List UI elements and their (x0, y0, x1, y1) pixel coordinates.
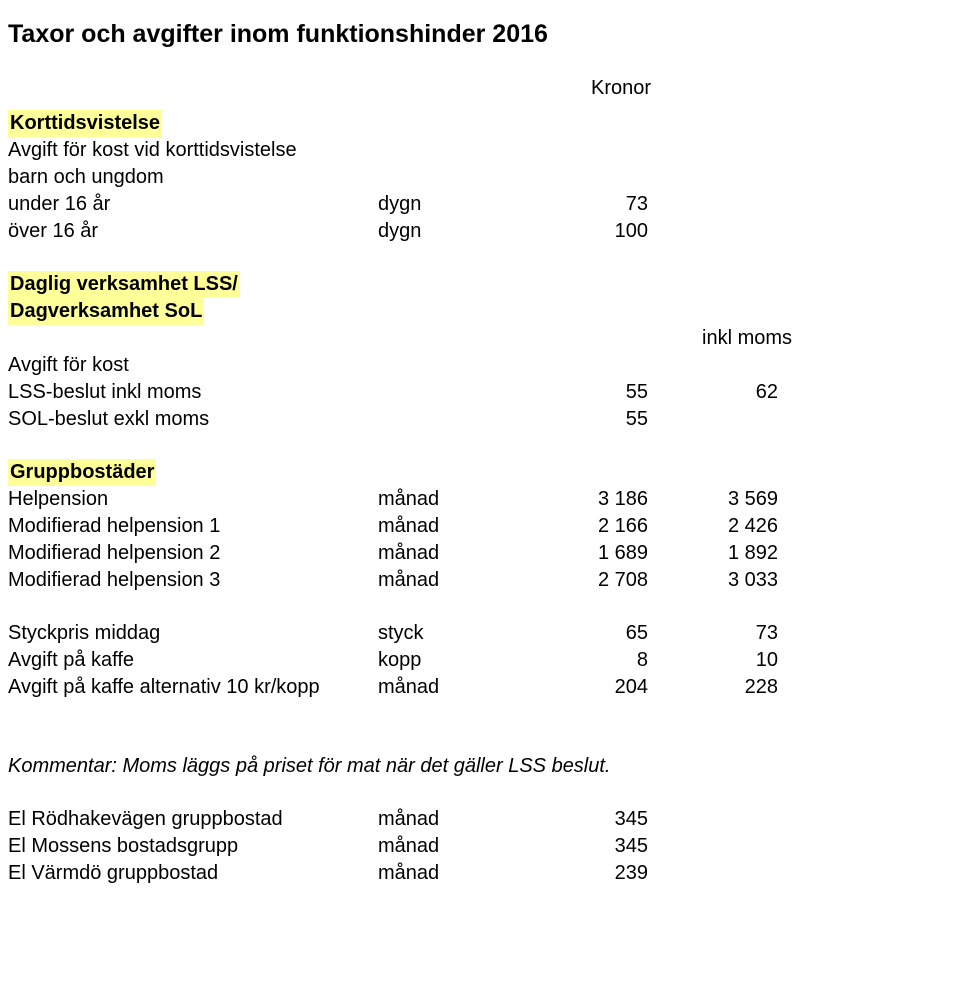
kommentar-text: Kommentar: Moms läggs på priset för mat … (8, 753, 611, 780)
cell-value: 2 166 (518, 513, 648, 540)
cell-value: 55 (518, 406, 648, 433)
cell-label: LSS-beslut inkl moms (8, 379, 378, 406)
table-row: LSS-beslut inkl moms 55 62 (8, 379, 930, 406)
table-row: El Rödhakevägen gruppbostad månad 345 (8, 806, 930, 833)
cell-label: under 16 år (8, 191, 378, 218)
cell-label: Helpension (8, 486, 378, 513)
cell-value: 3 033 (648, 567, 778, 594)
inkl-moms-label: inkl moms (8, 325, 930, 352)
table-row: El Värmdö gruppbostad månad 239 (8, 860, 930, 887)
cell-value: 55 (518, 379, 648, 406)
cell-unit: månad (378, 513, 518, 540)
table-row: Avgift på kaffe alternativ 10 kr/kopp må… (8, 674, 930, 701)
text: Avgift för kost vid korttidsvistelse (8, 137, 378, 164)
table-row: El Mossens bostadsgrupp månad 345 (8, 833, 930, 860)
cell-value: 100 (518, 218, 648, 245)
cell-value: 228 (648, 674, 778, 701)
cell-value: 345 (518, 806, 648, 833)
cell-label: El Mossens bostadsgrupp (8, 833, 378, 860)
table-row: Modifierad helpension 3 månad 2 708 3 03… (8, 567, 930, 594)
daglig-line1: Avgift för kost (8, 352, 930, 379)
cell-unit: månad (378, 806, 518, 833)
text: Avgift för kost (8, 352, 378, 379)
cell-unit: dygn (378, 218, 518, 245)
cell-label: Modifierad helpension 2 (8, 540, 378, 567)
cell-label: Modifierad helpension 1 (8, 513, 378, 540)
cell-label: över 16 år (8, 218, 378, 245)
section-header-text: Dagverksamhet SoL (8, 298, 204, 325)
cell-value: 1 689 (518, 540, 648, 567)
table-row: Avgift på kaffe kopp 8 10 (8, 647, 930, 674)
section-header-grupp: Gruppbostäder (8, 459, 930, 486)
section-header-korttid: Korttidsvistelse (8, 110, 930, 137)
cell-value: 204 (518, 674, 648, 701)
table-row: Modifierad helpension 2 månad 1 689 1 89… (8, 540, 930, 567)
cell-value: 73 (518, 191, 648, 218)
section-header-text: Daglig verksamhet LSS/ (8, 271, 240, 298)
cell-unit: månad (378, 567, 518, 594)
cell-value: 1 892 (648, 540, 778, 567)
cell-value: 62 (648, 379, 778, 406)
cell-label: El Rödhakevägen gruppbostad (8, 806, 378, 833)
table-row: under 16 år dygn 73 (8, 191, 930, 218)
cell-label: Modifierad helpension 3 (8, 567, 378, 594)
cell-value: 65 (518, 620, 648, 647)
cell-label: Avgift på kaffe (8, 647, 378, 674)
cell-unit: dygn (378, 191, 518, 218)
korttid-line2: barn och ungdom (8, 164, 930, 191)
cell-unit: månad (378, 860, 518, 887)
table-row: Helpension månad 3 186 3 569 (8, 486, 930, 513)
table-row: Styckpris middag styck 65 73 (8, 620, 930, 647)
cell-unit: kopp (378, 647, 518, 674)
cell-value: 2 426 (648, 513, 778, 540)
section-header-daglig-2: Dagverksamhet SoL (8, 298, 930, 325)
table-row: SOL-beslut exkl moms 55 (8, 406, 930, 433)
text: barn och ungdom (8, 164, 378, 191)
cell-label: El Värmdö gruppbostad (8, 860, 378, 887)
cell-unit: styck (378, 620, 518, 647)
section-header-text: Korttidsvistelse (8, 110, 162, 137)
kommentar: Kommentar: Moms läggs på priset för mat … (8, 753, 930, 780)
cell-label: Avgift på kaffe alternativ 10 kr/kopp (8, 674, 378, 701)
cell-unit: månad (378, 833, 518, 860)
cell-unit: månad (378, 540, 518, 567)
table-row: Modifierad helpension 1 månad 2 166 2 42… (8, 513, 930, 540)
cell-value: 3 186 (518, 486, 648, 513)
cell-unit: månad (378, 486, 518, 513)
cell-value: 345 (518, 833, 648, 860)
cell-label: SOL-beslut exkl moms (8, 406, 378, 433)
cell-value: 73 (648, 620, 778, 647)
cell-unit: månad (378, 674, 518, 701)
cell-value: 8 (518, 647, 648, 674)
section-header-daglig-1: Daglig verksamhet LSS/ (8, 271, 930, 298)
korttid-line1: Avgift för kost vid korttidsvistelse (8, 137, 930, 164)
cell-value: 10 (648, 647, 778, 674)
kronor-label: Kronor (8, 77, 930, 100)
cell-value: 2 708 (518, 567, 648, 594)
page-title: Taxor och avgifter inom funktionshinder … (8, 20, 930, 49)
table-row: över 16 år dygn 100 (8, 218, 930, 245)
section-header-text: Gruppbostäder (8, 459, 156, 486)
cell-value: 3 569 (648, 486, 778, 513)
cell-value: 239 (518, 860, 648, 887)
cell-label: Styckpris middag (8, 620, 378, 647)
